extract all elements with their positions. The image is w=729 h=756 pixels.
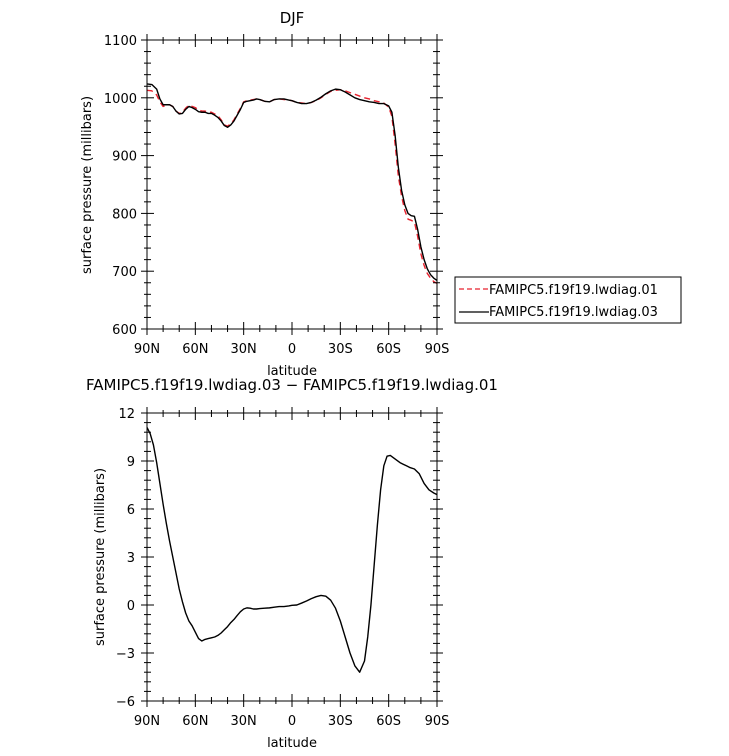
bottom-y-tick-label: −3 [116, 647, 135, 662]
bottom-axis-ticks: 90N 60N 30N 0 30S 60S 90S −6 −3 0 3 6 9 12 [116, 407, 450, 729]
bottom-x-tick-label: 0 [288, 714, 296, 729]
bottom-y-tick-label: 0 [127, 599, 135, 614]
bottom-y-tick-label: −6 [116, 695, 135, 710]
bottom-x-tick-label: 90N [134, 714, 160, 729]
top-x-tick-label: 0 [288, 342, 296, 357]
top-x-tick-label: 90N [134, 342, 160, 357]
top-x-tick-label: 30N [231, 342, 257, 357]
bottom-x-tick-label: 90S [425, 714, 450, 729]
top-panel: DJF 90N 60N 30N 0 30S 60S 90S 600 700 800 900 1000 1… [80, 9, 449, 379]
bottom-x-tick-label: 60N [182, 714, 208, 729]
bottom-chart-title: FAMIPC5.f19f19.lwdiag.03 − FAMIPC5.f19f1… [86, 376, 498, 394]
top-y-tick-label: 1000 [104, 92, 137, 107]
bottom-x-tick-label: 60S [376, 714, 401, 729]
legend-label-01: FAMIPC5.f19f19.lwdiag.01 [489, 283, 658, 298]
top-plot-frame [146, 39, 438, 330]
top-y-tick-label: 1100 [104, 34, 137, 49]
top-x-tick-label: 60N [182, 342, 208, 357]
bottom-y-tick-label: 3 [127, 551, 135, 566]
bottom-y-axis-label: surface pressure (millibars) [93, 468, 108, 646]
top-x-tick-label: 30S [328, 342, 353, 357]
legend-box [454, 276, 682, 324]
top-series-line-1 [146, 89, 438, 284]
bottom-y-tick-label: 6 [127, 503, 135, 518]
bottom-y-tick-label: 12 [118, 407, 135, 422]
top-x-axis-label: latitude [267, 364, 317, 379]
legend-label-03: FAMIPC5.f19f19.lwdiag.03 [489, 305, 658, 320]
top-y-tick-label: 600 [112, 323, 137, 338]
bottom-series-group [146, 427, 438, 673]
top-y-tick-label: 800 [112, 207, 137, 222]
top-series-group [146, 83, 438, 284]
bottom-x-tick-label: 30N [231, 714, 257, 729]
top-chart-title: DJF [280, 9, 305, 27]
top-x-tick-label: 90S [425, 342, 450, 357]
legend: FAMIPC5.f19f19.lwdiag.01 FAMIPC5.f19f19.… [454, 276, 682, 324]
bottom-series-line-1 [146, 427, 438, 673]
bottom-y-tick-label: 9 [127, 455, 135, 470]
bottom-panel: FAMIPC5.f19f19.lwdiag.03 − FAMIPC5.f19f1… [86, 376, 498, 751]
top-series-line-2 [146, 83, 438, 282]
bottom-x-axis-label: latitude [267, 736, 317, 751]
bottom-plot-frame [146, 412, 438, 702]
bottom-x-tick-label: 30S [328, 714, 353, 729]
top-y-axis-label: surface pressure (millibars) [80, 96, 95, 274]
top-axis-ticks: 90N 60N 30N 0 30S 60S 90S 600 700 800 900 1000 1100 [104, 34, 449, 357]
top-y-tick-label: 700 [112, 265, 137, 280]
top-x-tick-label: 60S [376, 342, 401, 357]
top-y-tick-label: 900 [112, 150, 137, 165]
